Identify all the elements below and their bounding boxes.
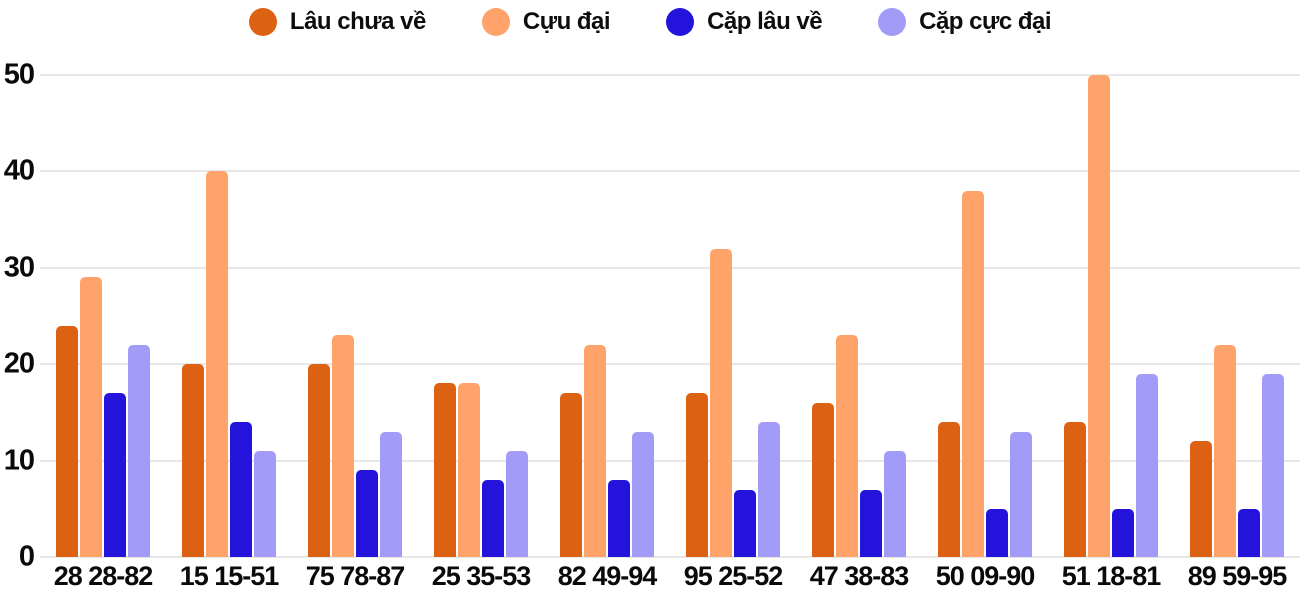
bar-lâu-chưa-về[interactable] [1190,441,1212,557]
bar-lâu-chưa-về[interactable] [560,393,582,557]
bar-cặp-lâu-về[interactable] [104,393,126,557]
bar-lâu-chưa-về[interactable] [56,325,78,557]
bar-group-0 [40,75,166,557]
bar-cựu-đại[interactable] [962,190,984,557]
bar-group-5 [670,75,796,557]
bar-cặp-cực-đại[interactable] [1010,431,1032,557]
bar-cựu-đại[interactable] [836,335,858,557]
x-axis-tick-label: 50 09-90 [935,561,1036,591]
bar-cặp-lâu-về[interactable] [1238,508,1260,557]
bar-lâu-chưa-về[interactable] [686,393,708,557]
bar-cựu-đại[interactable] [1088,75,1110,557]
plot-area [40,74,1300,558]
gridline [40,74,1300,76]
legend-label: Lâu chưa về [289,8,426,35]
bar-lâu-chưa-về[interactable] [938,422,960,557]
bar-cựu-đại[interactable] [584,344,606,557]
legend-swatch-icon [481,8,510,36]
bar-lâu-chưa-về[interactable] [182,364,204,557]
legend-label: Cặp cực đại [919,8,1052,35]
bar-group-1 [166,75,292,557]
legend-item-2[interactable]: Cặp lâu về [666,8,823,36]
bar-group-3 [418,75,544,557]
bar-cặp-lâu-về[interactable] [608,479,630,557]
chart-legend: Lâu chưa về Cựu đại Cặp lâu về Cặp cực đại [0,8,1300,36]
bar-cặp-lâu-về[interactable] [734,489,756,557]
gridline [40,459,1300,462]
legend-item-0[interactable]: Lâu chưa về [248,8,426,36]
bar-cặp-lâu-về[interactable] [356,470,378,557]
bar-lâu-chưa-về[interactable] [308,364,330,557]
x-axis-tick-label: 28 28-82 [53,561,154,591]
bar-group-9 [1174,75,1300,557]
legend-label: Cựu đại [522,8,611,35]
bar-group-4 [544,75,670,557]
bar-cặp-lâu-về[interactable] [860,489,882,557]
x-axis-tick-label: 82 49-94 [557,561,658,591]
x-axis-tick-label: 95 25-52 [683,561,784,591]
y-axis-tick-label: 40 [3,154,35,187]
bar-cặp-cực-đại[interactable] [884,450,906,557]
legend-item-3[interactable]: Cặp cực đại [878,8,1052,36]
legend-swatch-icon [878,8,907,36]
bar-cựu-đại[interactable] [458,383,480,557]
x-axis-tick-label: 25 35-53 [431,561,532,591]
bar-group-6 [796,75,922,557]
bar-cặp-lâu-về[interactable] [1112,508,1134,557]
bar-cặp-cực-đại[interactable] [254,450,276,557]
bar-cặp-cực-đại[interactable] [1136,373,1158,557]
legend-label: Cặp lâu về [707,8,823,35]
bar-group-2 [292,75,418,557]
y-axis-tick-label: 50 [3,58,35,91]
gridline [40,266,1300,269]
legend-swatch-icon [666,8,695,36]
bar-lâu-chưa-về[interactable] [434,383,456,557]
bar-cựu-đại[interactable] [206,171,228,557]
legend-swatch-icon [248,8,277,36]
bar-cựu-đại[interactable] [710,248,732,557]
bar-group-7 [922,75,1048,557]
gridline [40,363,1300,366]
x-axis-tick-label: 15 15-51 [179,561,280,591]
bars-layer [40,75,1300,557]
x-axis: 28 28-82 15 15-51 75 78-87 25 35-53 82 49-94… [40,561,1300,592]
bar-lâu-chưa-về[interactable] [812,402,834,557]
gridline [40,556,1300,558]
bar-cặp-lâu-về[interactable] [986,508,1008,557]
bar-group-8 [1048,75,1174,557]
x-axis-tick-label: 89 59-95 [1187,561,1288,591]
x-axis-tick-label: 75 78-87 [305,561,406,591]
x-axis-tick-label: 47 38-83 [809,561,910,591]
bar-cựu-đại[interactable] [80,277,102,557]
y-axis-tick-label: 20 [3,347,35,380]
bar-cặp-cực-đại[interactable] [506,450,528,557]
bar-lâu-chưa-về[interactable] [1064,422,1086,557]
y-axis-tick-label: 0 [18,540,35,573]
bar-cặp-cực-đại[interactable] [128,344,150,557]
y-axis-tick-label: 30 [3,251,35,284]
bar-cặp-cực-đại[interactable] [632,431,654,557]
bar-cặp-lâu-về[interactable] [230,422,252,557]
x-axis-tick-label: 51 18-81 [1061,561,1162,591]
bar-cặp-lâu-về[interactable] [482,479,504,557]
legend-item-1[interactable]: Cựu đại [481,8,611,36]
bar-cặp-cực-đại[interactable] [758,422,780,557]
y-axis-tick-label: 10 [3,444,35,477]
gridline [40,170,1300,173]
bar-cặp-cực-đại[interactable] [380,431,402,557]
bar-cặp-cực-đại[interactable] [1262,373,1284,557]
bar-cựu-đại[interactable] [332,335,354,557]
bar-cựu-đại[interactable] [1214,344,1236,557]
